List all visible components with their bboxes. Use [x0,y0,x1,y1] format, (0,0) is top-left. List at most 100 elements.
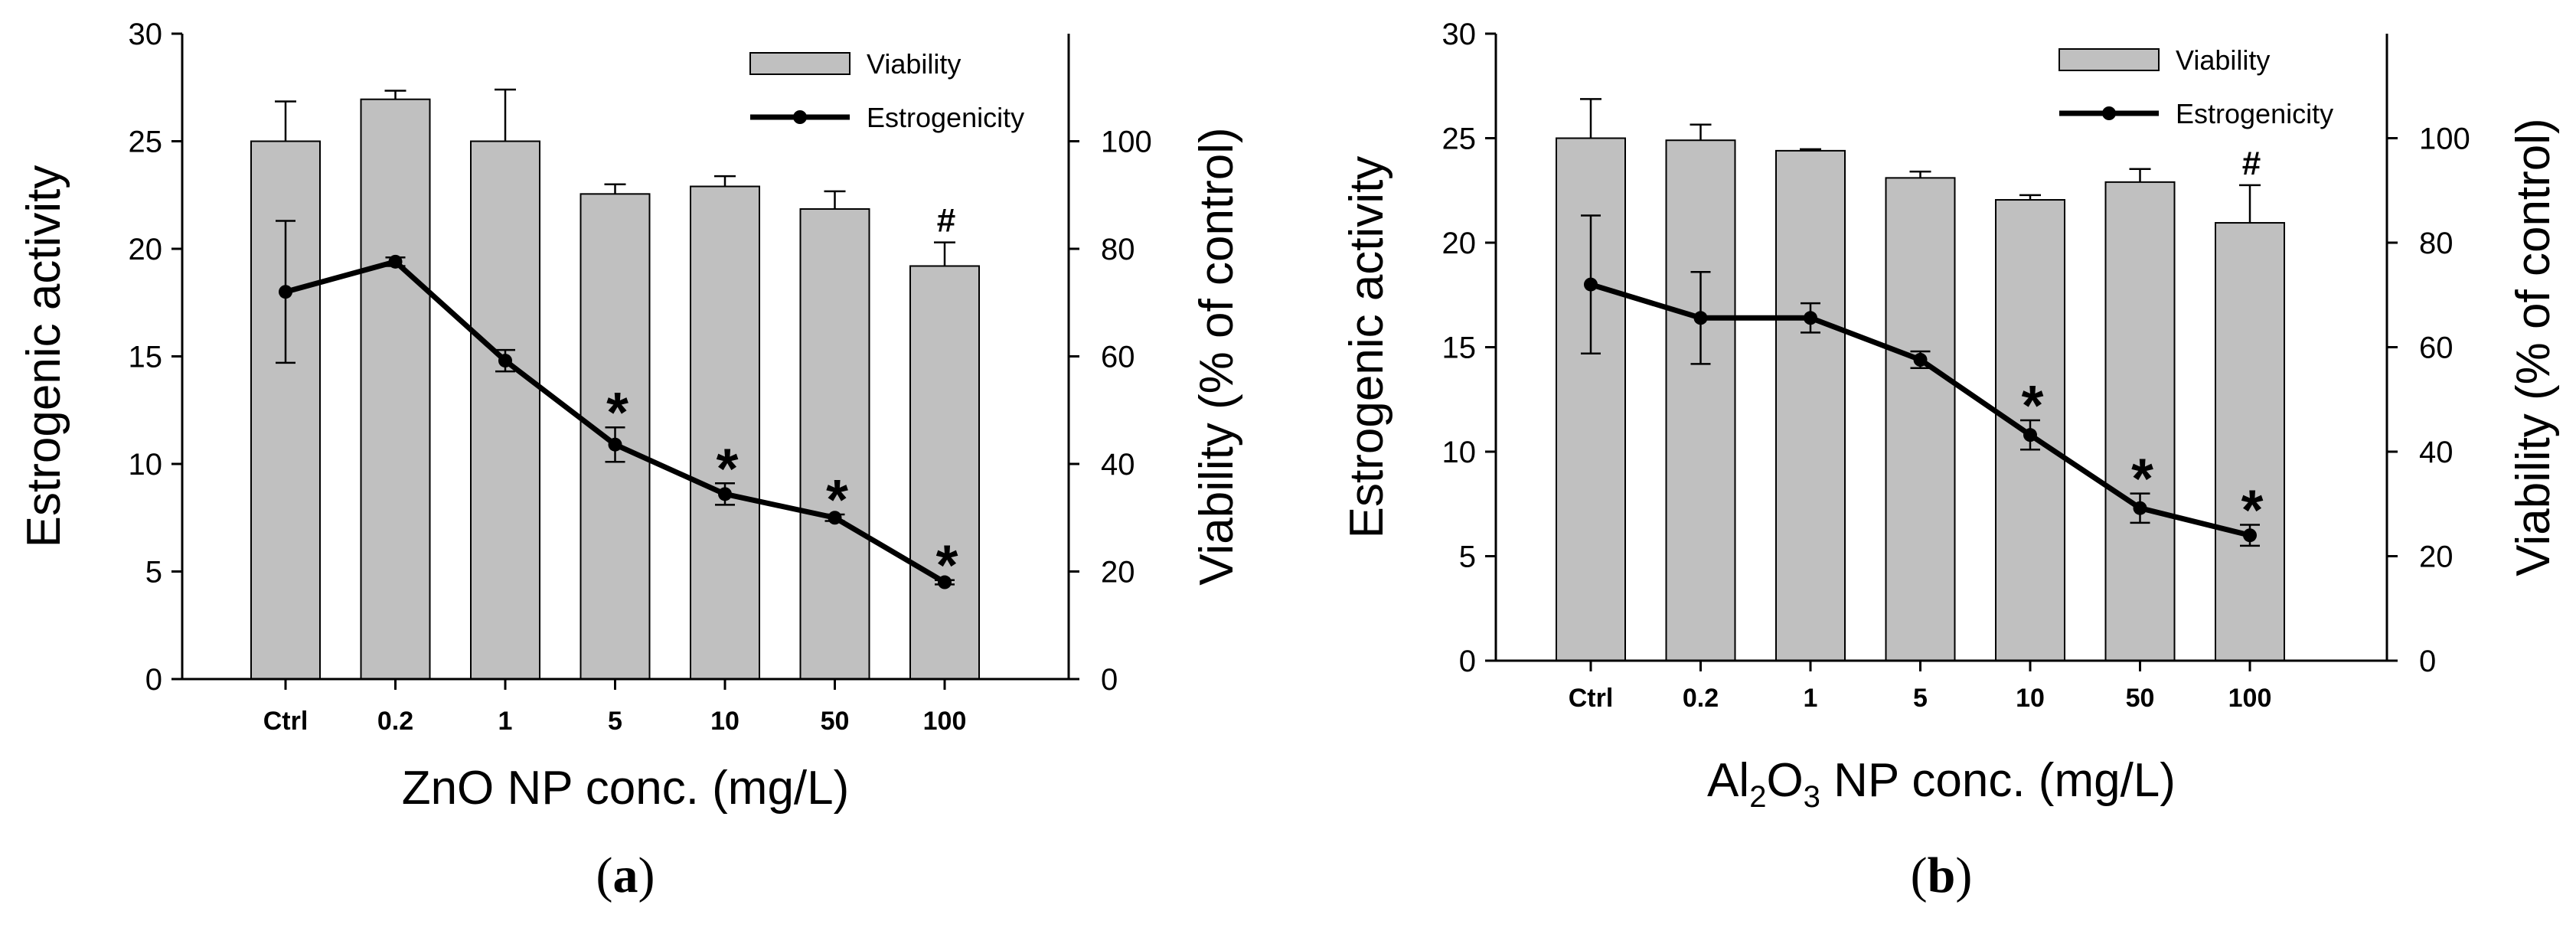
x-axis-title-subscript: 3 [1804,780,1820,814]
legend-label-estrogenicity: Estrogenicity [2176,98,2333,129]
y-tick-label-left: 25 [1442,122,1477,156]
legend-swatch-estrogenicity-point [793,110,807,124]
estrogenicity-point [388,254,403,269]
bar [1665,139,1736,662]
panel-label-letter: a [613,847,638,903]
significance-star: * [2022,374,2044,437]
estrogenicity-point [2023,428,2037,443]
x-tick-label: 50 [821,707,850,736]
x-tick-label: 5 [608,707,622,736]
y-tick-label-right: 60 [1101,341,1135,374]
panel-label-paren: ) [638,847,655,903]
y-tick-label-left: 5 [145,556,162,589]
x-tick-label: 10 [2016,684,2045,713]
bar [2215,222,2285,661]
x-tick-label: Ctrl [1569,684,1614,713]
estrogenicity-point [608,437,622,452]
y-tick-label-right: 100 [2419,122,2470,156]
estrogenicity-point [1584,277,1598,292]
y-tick-label-right: 20 [1101,556,1135,589]
x-axis-title: Al2O3 NP conc. (mg/L) [1707,754,2176,814]
x-tick-label: 1 [498,707,513,736]
y-tick-label-right: 100 [1101,126,1152,159]
y-tick-label-right: 80 [2419,227,2454,260]
y-tick-label-left: 20 [129,233,163,266]
legend-swatch-estrogenicity-point [2102,106,2116,120]
y-tick-label-right: 40 [2419,436,2454,469]
x-tick-label: 100 [923,707,967,736]
y-tick-label-right: 20 [2419,540,2454,574]
legend-label-viability: Viability [2176,44,2270,76]
x-tick-label: 1 [1804,684,1818,713]
y-tick-label-left: 0 [145,663,162,697]
y-tick-label-left: 15 [1442,331,1477,365]
bar [1885,177,1956,661]
y-tick-label-left: 10 [129,448,163,482]
significance-hash: # [2242,145,2261,182]
bar [690,185,760,680]
panel-label-paren: ) [1955,847,1972,903]
x-tick-label: 0.2 [1683,684,1719,713]
legend-label-estrogenicity: Estrogenicity [867,102,1024,133]
panel-label: (a) [596,847,655,903]
bar [360,98,431,680]
estrogenicity-point [2243,528,2257,543]
significance-star: * [717,436,739,500]
significance-star: * [826,468,848,531]
y-axis-title-right: Viability (% of control) [2507,118,2560,576]
estrogenicity-point [718,487,732,501]
x-tick-label: 100 [2228,684,2272,713]
legend-label-viability: Viability [867,48,961,80]
y-tick-label-right: 0 [1101,663,1118,697]
y-tick-label-left: 20 [1442,227,1477,260]
y-tick-label-right: 0 [2419,645,2436,678]
significance-star: * [606,380,628,444]
x-axis-title-part: O [1766,754,1803,807]
y-tick-label-left: 25 [129,126,163,159]
estrogenicity-point [938,575,952,589]
estrogenicity-point [498,354,512,368]
x-axis-title-part: NP conc. (mg/L) [1820,754,2176,807]
panel-label-paren: ( [596,847,613,903]
x-axis-title-subscript: 2 [1749,780,1766,814]
panel-label-paren: ( [1911,847,1928,903]
panel-label-letter: b [1928,847,1956,903]
significance-star: * [936,534,958,597]
x-axis-title-part: ZnO NP conc. (mg/L) [402,762,850,815]
significance-hash: # [937,202,955,240]
y-tick-label-left: 10 [1442,436,1477,469]
x-tick-label: 50 [2126,684,2155,713]
y-tick-label-right: 80 [1101,233,1135,266]
estrogenicity-point [828,511,842,525]
y-tick-label-left: 15 [129,341,163,374]
bar [799,208,870,680]
bar [1775,149,1846,661]
y-tick-label-right: 60 [2419,331,2454,365]
y-tick-label-right: 40 [1101,448,1135,482]
bar [470,140,540,680]
y-axis-title-right: Viability (% of control) [1190,127,1243,585]
x-tick-label: 5 [1913,684,1928,713]
bar [2104,181,2176,661]
panel-label: (b) [1911,847,1973,903]
x-tick-label: 10 [710,707,739,736]
estrogenicity-point [1804,311,1817,325]
y-tick-label-left: 30 [1442,18,1477,51]
estrogenicity-point [2133,501,2147,515]
legend-swatch-viability [2059,48,2160,71]
y-axis-title-left: Estrogenic activity [18,165,70,548]
significance-star: * [2241,478,2264,542]
x-tick-label: Ctrl [263,707,309,736]
legend-swatch-viability [749,52,851,75]
y-axis-title-left: Estrogenic activity [1340,156,1393,539]
estrogenicity-point [279,285,292,299]
estrogenicity-point [1913,352,1928,367]
significance-star: * [2131,447,2153,511]
y-tick-label-left: 0 [1459,645,1476,678]
x-tick-label: 0.2 [377,707,413,736]
x-axis-title-part: Al [1707,754,1749,807]
